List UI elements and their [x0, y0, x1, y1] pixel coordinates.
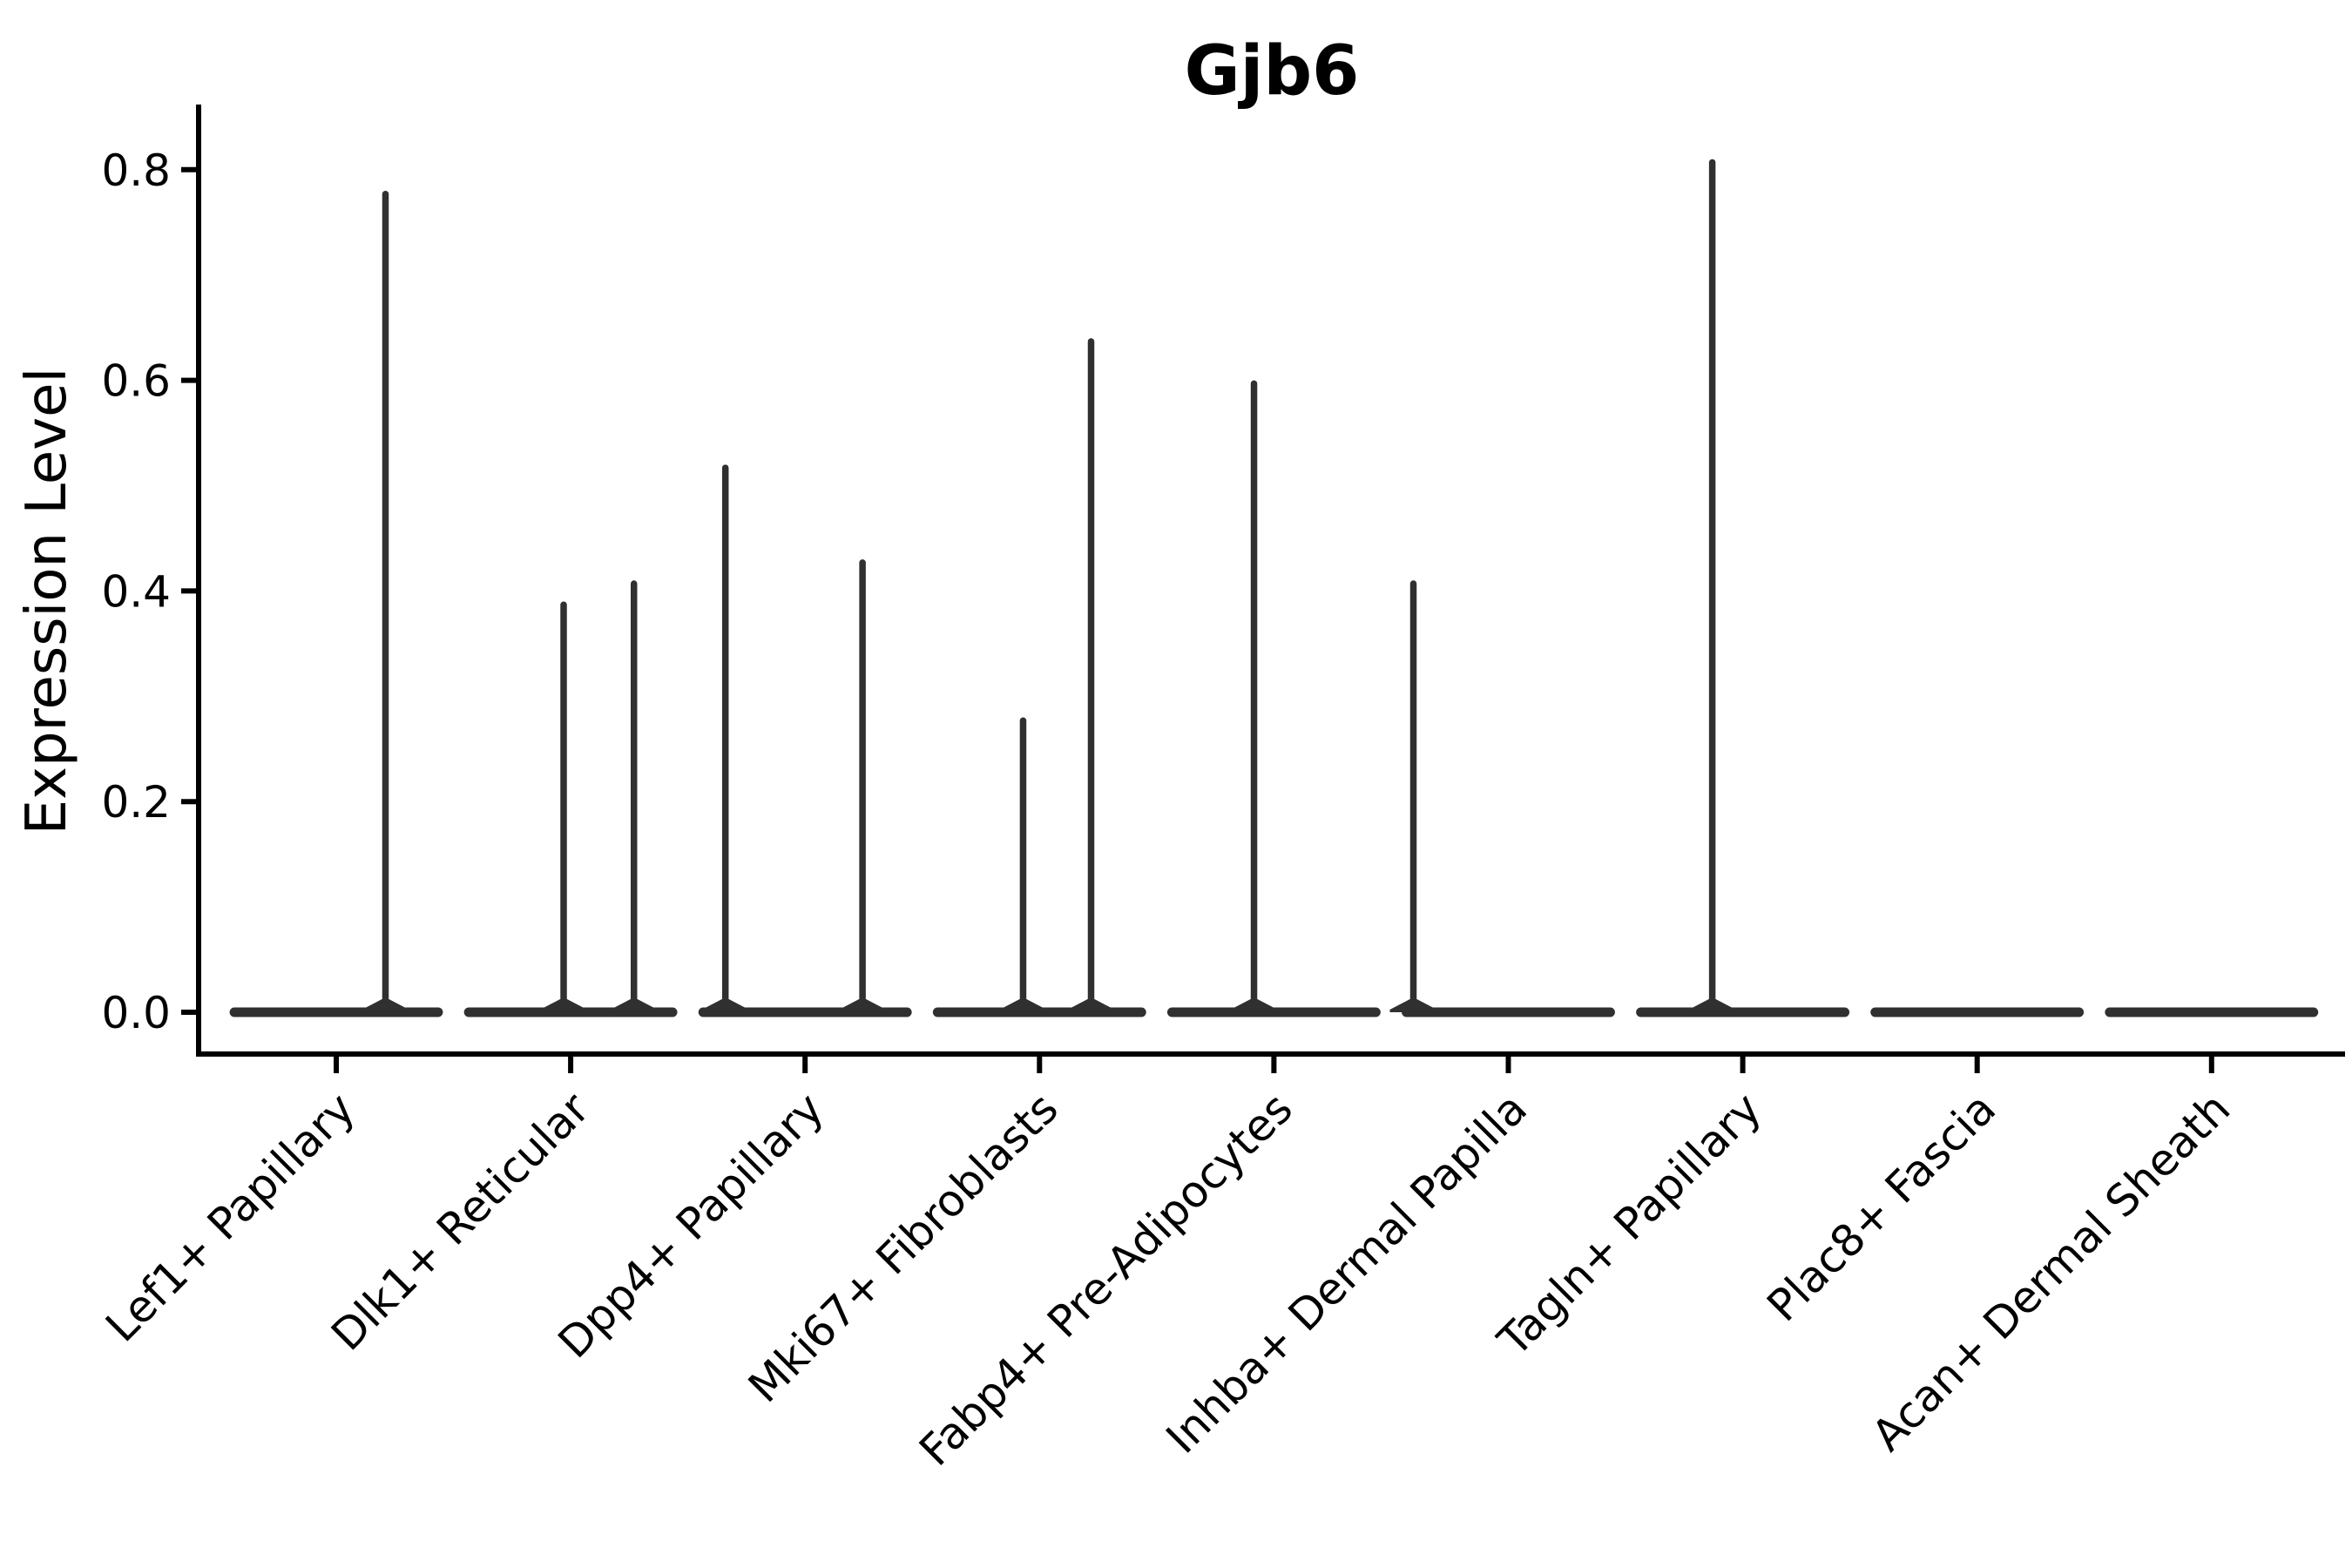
violin-spike — [560, 601, 567, 1012]
violin-body — [1402, 1007, 1615, 1017]
violin-body — [2105, 1007, 2319, 1017]
x-tick-label: Plac8+ Fascia — [1757, 1083, 2005, 1331]
violin-spike — [631, 580, 638, 1012]
chart-title: Gjb6 — [1185, 32, 1360, 111]
violin — [463, 580, 678, 1017]
violin — [1636, 159, 1850, 1017]
y-tick-label: 0.8 — [101, 145, 171, 196]
violin-body — [1636, 1007, 1850, 1017]
y-tick-label: 0.6 — [101, 356, 171, 407]
x-tick-label: Lef1+ Papillary — [96, 1083, 364, 1351]
y-tick-label: 0.4 — [101, 566, 171, 617]
violin-body — [1870, 1007, 2085, 1017]
violin — [698, 464, 912, 1017]
x-tick-label: Tagln+ Papillary — [1488, 1083, 1771, 1366]
violin-spike — [382, 190, 389, 1013]
violin — [1389, 580, 1615, 1017]
violin — [229, 190, 443, 1017]
y-axis-label: Expression Level — [15, 368, 79, 835]
violin-spike — [1409, 580, 1417, 1012]
violin — [2105, 1007, 2319, 1017]
y-tick-group: 0.0 0.2 0.4 0.6 0.8 — [101, 145, 199, 1038]
violin — [1166, 380, 1381, 1017]
violin — [1870, 1007, 2085, 1017]
violin-spike — [1087, 338, 1095, 1012]
x-tick-label: Fabp4+ Pre-Adipocytes — [909, 1083, 1302, 1476]
violin-spike — [1019, 717, 1027, 1012]
y-tick-label: 0.2 — [101, 777, 171, 828]
violin-spike — [1708, 159, 1716, 1012]
violin-spike — [1250, 380, 1258, 1013]
violin — [932, 338, 1146, 1017]
x-tick-label: Dlk1+ Reticular — [321, 1083, 598, 1360]
violins-group — [229, 159, 2319, 1017]
violin-spike — [859, 559, 866, 1012]
violin-spike — [721, 464, 729, 1012]
violin-body — [229, 1007, 443, 1017]
y-tick-label: 0.0 — [101, 988, 171, 1038]
